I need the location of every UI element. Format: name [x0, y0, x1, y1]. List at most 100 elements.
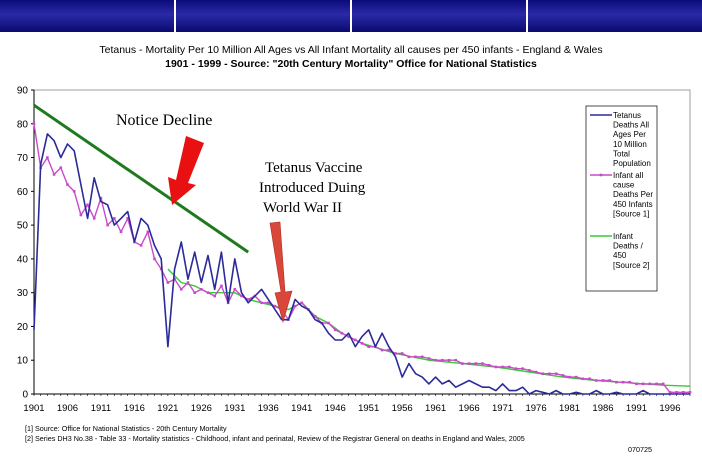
series-point-2	[668, 391, 672, 394]
legend-label-line: 450 Infants	[613, 200, 653, 209]
series-point-2	[113, 217, 116, 220]
series-point-2	[454, 358, 458, 362]
series-point-2	[293, 304, 297, 308]
series-point-2	[588, 377, 591, 381]
series-point-2	[59, 166, 63, 169]
y-tick-label: 60	[17, 187, 29, 198]
series-point-2	[548, 372, 551, 376]
x-tick-label: 1971	[492, 403, 513, 414]
series-point-2	[568, 375, 571, 379]
y-tick-label: 10	[17, 356, 29, 367]
y-tick-label: 40	[17, 254, 29, 265]
series-point-2	[608, 379, 611, 382]
series-point-2	[561, 374, 565, 377]
series-point-2	[200, 287, 203, 291]
series-point-2	[186, 281, 190, 284]
x-tick-label: 1931	[224, 403, 245, 414]
series-point-2	[621, 380, 625, 384]
series-point-2	[266, 301, 270, 305]
vaccine-annotation-line1: Tetanus Vaccine	[265, 160, 363, 176]
document-code: 070725	[628, 445, 652, 454]
series-point-2	[92, 217, 96, 220]
x-tick-label: 1936	[258, 403, 279, 414]
series-point-2	[400, 352, 404, 355]
series-point-2	[347, 335, 350, 338]
x-tick-label: 1976	[525, 403, 546, 414]
legend-label-line: Infant all	[613, 171, 643, 180]
x-tick-label: 1921	[157, 403, 178, 414]
x-tick-label: 1916	[124, 403, 145, 414]
series-point-2	[340, 331, 344, 335]
series-point-2	[554, 372, 558, 376]
series-point-2	[52, 173, 56, 176]
series-point-2	[153, 257, 156, 261]
legend-label-line: Population	[613, 159, 651, 168]
series-point-2	[173, 277, 176, 281]
series-point-2	[206, 291, 210, 294]
series-point-2	[641, 382, 645, 386]
series-point-2	[119, 230, 123, 234]
series-point-2	[32, 122, 36, 126]
series-point-2	[220, 284, 223, 288]
chart-subtitle: 1901 - 1999 - Source: "20th Century Mort…	[165, 58, 537, 70]
y-tick-label: 30	[17, 288, 29, 299]
series-point-2	[648, 382, 652, 386]
legend-label-line: Total	[613, 149, 630, 158]
legend-label-2: Infant all cause Deaths Per 450 Infants [Sou…	[613, 171, 653, 218]
series-point-2	[682, 391, 685, 394]
series-point-2	[461, 362, 464, 365]
series-point-2	[675, 391, 678, 394]
x-tick-label: 1946	[325, 403, 346, 414]
vaccine-annotation-line3: World War II	[263, 200, 342, 216]
x-tick-label: 1991	[626, 403, 647, 414]
x-tick-label: 1911	[91, 403, 111, 414]
series-point-2	[467, 362, 471, 365]
series-point-2	[628, 380, 632, 384]
footnote-2: [2] Series DH3 No.38 - Table 33 - Mortal…	[25, 434, 525, 443]
y-tick-label: 20	[17, 322, 29, 333]
series-point-2	[367, 345, 370, 349]
series-point-2	[615, 380, 618, 384]
series-point-2	[507, 365, 511, 369]
series-point-2	[521, 367, 524, 370]
series-point-2	[581, 377, 585, 381]
series-point-2	[313, 315, 317, 318]
series-point-2	[246, 298, 250, 301]
series-point-2	[487, 363, 491, 367]
series-point-2	[447, 358, 451, 362]
x-tick-label: 1956	[392, 403, 413, 414]
y-tick-label: 70	[17, 153, 29, 164]
header-band-segment	[176, 0, 352, 32]
series-point-2	[354, 338, 357, 342]
x-tick-label: 1996	[659, 403, 680, 414]
x-tick-label: 1986	[592, 403, 613, 414]
series-point-2	[86, 203, 89, 207]
y-tick-label: 80	[17, 119, 29, 130]
x-tick-label: 1961	[425, 403, 446, 414]
series-point-2	[139, 244, 143, 247]
series-point-2	[528, 369, 531, 372]
series-point-2	[688, 391, 692, 394]
series-point-2	[240, 294, 243, 298]
series-point-2	[380, 348, 384, 352]
series-point-2	[514, 367, 518, 370]
series-point-2	[501, 365, 504, 369]
series-point-2	[635, 382, 638, 386]
series-point-2	[106, 223, 109, 227]
notice-decline-annotation: Notice Decline	[116, 112, 212, 129]
series-point-2	[193, 291, 196, 294]
x-tick-label: 1981	[559, 403, 580, 414]
series-point-2	[541, 372, 545, 376]
series-point-2	[394, 352, 397, 355]
series-line-1	[33, 133, 690, 395]
series-point-2	[427, 357, 431, 360]
legend-label-line: [Source 2]	[613, 261, 649, 270]
series-point-2	[534, 370, 538, 374]
legend-label-line: [Source 1]	[613, 209, 649, 218]
legend-label-line: 450	[613, 251, 627, 260]
chart-title: Tetanus - Mortality Per 10 Million All A…	[99, 44, 603, 56]
legend-label-line: Deaths /	[613, 242, 644, 251]
series-point-2	[601, 379, 605, 382]
decline-arrow	[168, 136, 204, 205]
series-point-2	[434, 358, 437, 362]
